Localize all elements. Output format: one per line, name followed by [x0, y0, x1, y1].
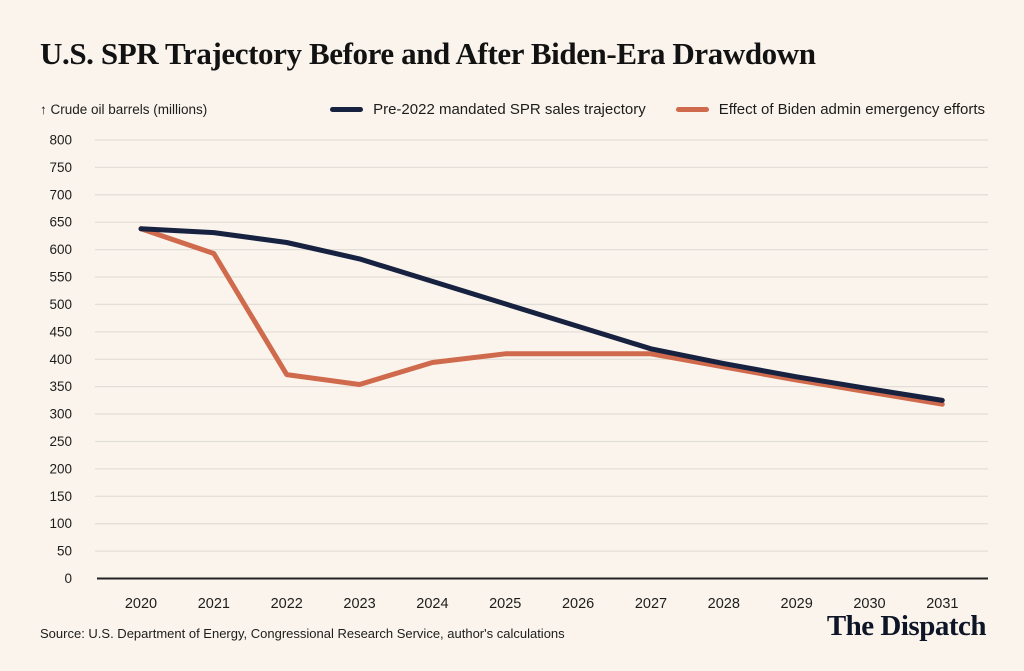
x-tick-label: 2022: [271, 596, 303, 612]
y-tick-label: 350: [49, 379, 72, 394]
legend-swatch-orange: [675, 107, 709, 112]
dispatch-logo: The Dispatch: [826, 610, 987, 642]
y-tick-label: 100: [49, 516, 72, 531]
y-tick-label: 200: [49, 461, 72, 476]
y-tick-label: 450: [49, 324, 72, 339]
legend-label: Effect of Biden admin emergency efforts: [718, 101, 985, 118]
y-tick-label: 600: [49, 242, 72, 257]
source-note: Source: U.S. Department of Energy, Congr…: [40, 626, 565, 641]
x-tick-label: 2030: [853, 596, 885, 612]
x-tick-label: 2025: [489, 596, 521, 612]
page-title: U.S. SPR Trajectory Before and After Bid…: [40, 36, 816, 71]
series-line: [138, 226, 945, 407]
y-tick-label: 250: [49, 434, 72, 449]
y-axis-note: ↑ Crude oil barrels (millions): [40, 102, 208, 117]
y-tick-label: 50: [57, 544, 72, 559]
y-tick-label: 400: [49, 352, 72, 367]
legend-item-pre2022: Pre-2022 mandated SPR sales trajectory: [330, 101, 646, 118]
x-tick-label: 2027: [635, 596, 667, 612]
x-tick-label: 2031: [926, 596, 958, 612]
x-tick-label: 2021: [198, 596, 230, 612]
y-tick-label: 0: [64, 571, 72, 586]
x-tick-label: 2028: [708, 596, 740, 612]
legend-swatch-navy: [330, 107, 364, 112]
y-tick-label: 650: [49, 215, 72, 230]
y-tick-label: 750: [49, 160, 72, 175]
meta-row: ↑ Crude oil barrels (millions) Pre-2022 …: [40, 101, 985, 118]
y-tick-label: 700: [49, 187, 72, 202]
y-tick-label: 500: [49, 297, 72, 312]
y-tick-label: 800: [49, 133, 72, 148]
x-tick-label: 2023: [343, 596, 375, 612]
y-tick-label: 300: [49, 407, 72, 422]
y-tick-label: 150: [49, 489, 72, 504]
series-line: [138, 226, 945, 403]
x-tick-label: 2026: [562, 596, 594, 612]
x-tick-label: 2024: [416, 596, 448, 612]
legend-item-biden-effect: Effect of Biden admin emergency efforts: [675, 101, 985, 118]
legend-label: Pre-2022 mandated SPR sales trajectory: [373, 101, 646, 118]
x-tick-label: 2020: [125, 596, 157, 612]
x-tick-label: 2029: [781, 596, 813, 612]
legend: Pre-2022 mandated SPR sales trajectory E…: [330, 101, 985, 118]
y-tick-label: 550: [49, 270, 72, 285]
